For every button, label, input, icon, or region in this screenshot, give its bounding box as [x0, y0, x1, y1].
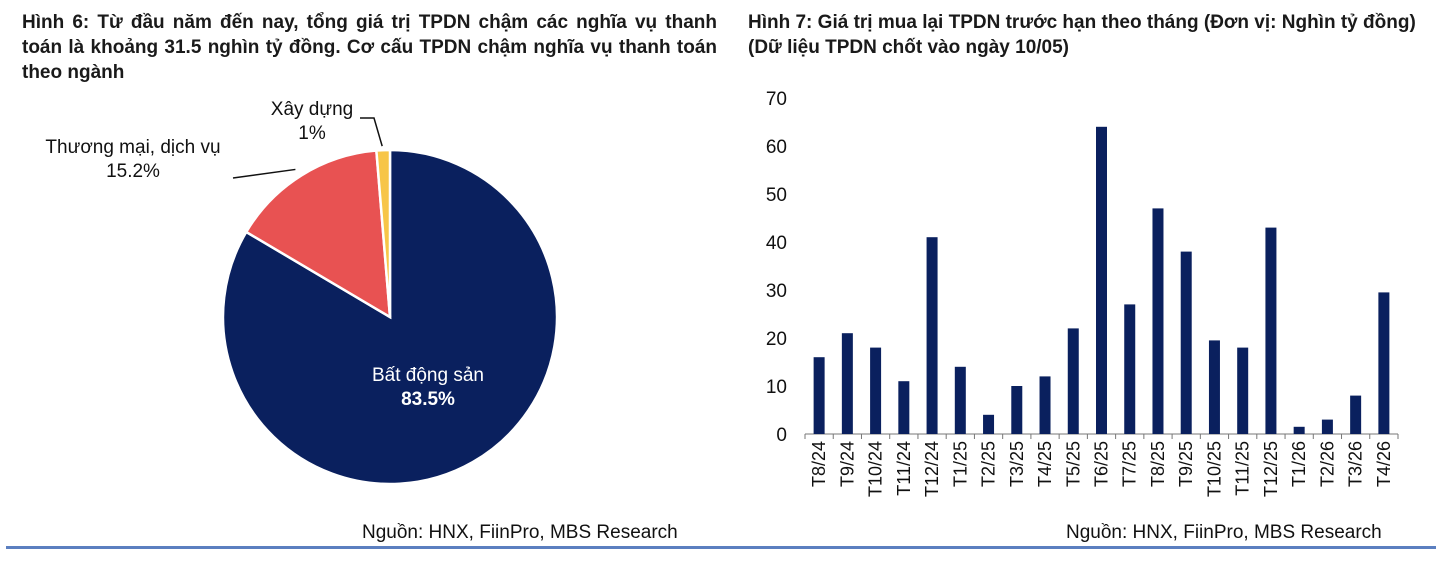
bar-T5/25 [1067, 328, 1079, 434]
pie-slice-1 [244, 149, 392, 320]
bar-T10/24 [870, 347, 882, 434]
bar-T1/26 [1293, 426, 1305, 434]
figure-7-source: Nguồn: HNX, FiinPro, MBS Research [1066, 522, 1382, 543]
x-tick-label: T4/25 [1035, 441, 1055, 487]
pie-label-1: Thương mại, dịch vụ [45, 137, 220, 158]
x-tick-label: T10/25 [1204, 441, 1224, 497]
x-tick-label: T10/24 [866, 441, 886, 497]
bar-T4/25 [1039, 376, 1051, 434]
bar-T12/24 [926, 237, 938, 434]
bar-T7/25 [1124, 304, 1136, 434]
x-tick-label: T9/24 [837, 441, 857, 487]
y-tick-label: 10 [766, 377, 787, 398]
y-tick-label: 30 [766, 281, 787, 302]
pie-chart: Bất động sản 83.5% Thương mại, dịch vụ 15.2… [45, 99, 559, 486]
bar-T12/25 [1265, 227, 1277, 434]
x-tick-label: T11/24 [894, 441, 914, 496]
bar-T4/26 [1378, 292, 1390, 434]
pie-value-0: 83.5% [401, 389, 455, 410]
bar-T3/25 [1011, 386, 1023, 434]
pie-slice-2 [375, 148, 392, 318]
y-tick-label: 70 [766, 89, 787, 110]
bar-T9/25 [1180, 251, 1192, 434]
x-tick-label: T9/25 [1176, 441, 1196, 487]
x-tick-label: T2/25 [979, 441, 999, 487]
x-tick-label: T12/25 [1261, 441, 1281, 497]
pie-value-1: 15.2% [106, 161, 160, 182]
pie-label-0: Bất động sản [372, 365, 484, 386]
figure-6-title: Hình 6: Từ đầu năm đến nay, tổng giá trị… [22, 12, 717, 83]
y-tick-label: 50 [766, 185, 787, 206]
x-tick-label: T5/25 [1063, 441, 1083, 487]
bar-T11/25 [1237, 347, 1249, 434]
bottom-divider [6, 546, 1436, 549]
x-tick-label: T12/24 [922, 441, 942, 497]
x-tick-label: T8/24 [809, 441, 829, 487]
figure-7-title: Hình 7: Giá trị mua lại TPDN trước hạn t… [748, 12, 1416, 58]
x-tick-label: T2/26 [1317, 441, 1337, 487]
x-tick-label: T7/25 [1120, 441, 1140, 487]
y-tick-label: 40 [766, 233, 787, 254]
x-tick-label: T8/25 [1148, 441, 1168, 487]
bar-T10/25 [1208, 340, 1220, 434]
pie-leader-line-2 [360, 117, 383, 147]
bar-T3/26 [1350, 395, 1362, 434]
bar-T2/25 [983, 414, 995, 434]
x-tick-label: T6/25 [1092, 441, 1112, 487]
pie-leader-line-1 [232, 168, 296, 179]
x-tick-label: T4/26 [1374, 441, 1394, 487]
x-tick-label: T3/26 [1346, 441, 1366, 487]
bar-T1/25 [954, 366, 966, 434]
x-tick-label: T1/26 [1289, 441, 1309, 487]
figure-6-source: Nguồn: HNX, FiinPro, MBS Research [362, 522, 678, 543]
y-tick-label: 0 [776, 425, 787, 446]
bar-T8/25 [1152, 208, 1164, 434]
y-tick-label: 60 [766, 137, 787, 158]
bar-T2/26 [1321, 419, 1333, 434]
y-tick-label: 20 [766, 329, 787, 350]
x-tick-label: T3/25 [1007, 441, 1027, 487]
bar-T9/24 [841, 333, 853, 434]
pie-value-2: 1% [298, 123, 326, 144]
x-tick-label: T11/25 [1233, 441, 1253, 496]
bar-T6/25 [1096, 126, 1107, 435]
pie-label-2: Xây dựng [271, 99, 353, 120]
bar-T8/24 [813, 357, 825, 434]
x-tick-label: T1/25 [950, 441, 970, 487]
bar-T11/24 [898, 381, 910, 434]
